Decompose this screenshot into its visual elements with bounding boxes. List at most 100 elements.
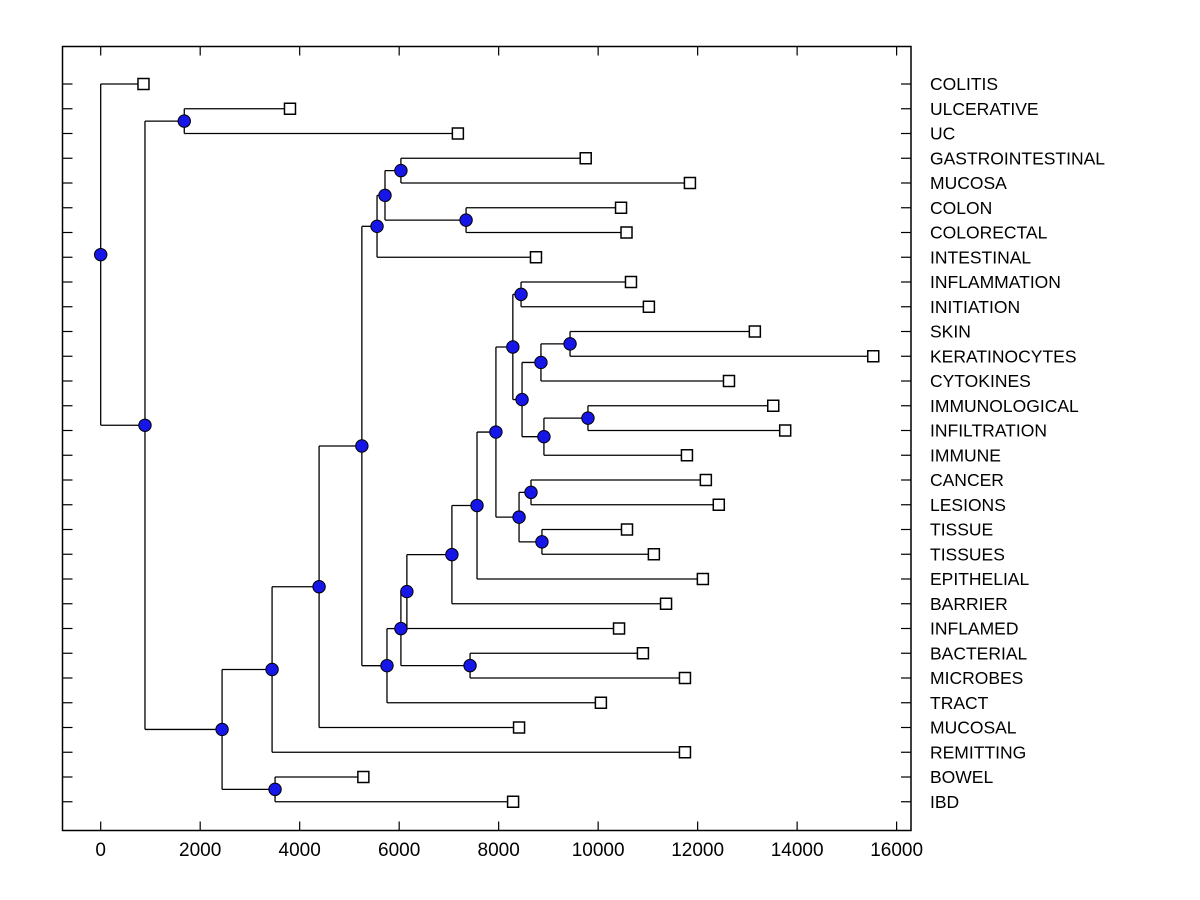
branch-node-dot (268, 782, 282, 797)
leaf-marker (620, 226, 633, 239)
leaf-label: ULCERATIVE (930, 99, 1039, 119)
leaf-marker (778, 424, 792, 437)
leaf-marker (767, 399, 780, 412)
branch-node-dot (515, 392, 529, 407)
x-tick-label: 4000 (279, 840, 321, 861)
leaf-label: CYTOKINES (930, 371, 1031, 391)
leaf-marker (712, 498, 726, 511)
x-tick-label: 6000 (378, 840, 420, 861)
leaf-marker (512, 721, 526, 734)
leaf-marker (696, 572, 710, 586)
branch-node-dot (370, 219, 384, 234)
leaf-label: MUCOSA (930, 173, 1007, 193)
leaf-marker (659, 597, 673, 610)
branch-node-dot (506, 340, 520, 354)
axes-box (61, 45, 912, 832)
branch-node-dot (514, 287, 528, 302)
branch-node-dot (94, 247, 108, 262)
leaf-marker (866, 350, 880, 363)
leaf-marker (642, 300, 656, 313)
leaf-label: BARRIER (930, 594, 1008, 614)
branch-node-dot (524, 485, 538, 500)
branch-node-dot (445, 547, 459, 562)
branch-node-dot (512, 510, 526, 524)
x-tick-label: 2000 (179, 840, 221, 861)
leaf-label: EPITHELIAL (930, 569, 1029, 589)
branch-node-dot (534, 355, 548, 370)
leaf-label: TISSUES (930, 544, 1005, 564)
leaf-marker (748, 325, 762, 338)
leaf-label: MUCOSAL (930, 718, 1017, 738)
leaf-label: INFLAMMATION (930, 272, 1061, 292)
branch-node-dot (394, 163, 408, 178)
x-tick-label: 16000 (870, 840, 923, 861)
branch-node-dot (581, 411, 595, 425)
leaf-marker (624, 275, 638, 289)
leaf-marker (357, 770, 370, 784)
branch-node-dot (177, 114, 191, 128)
branch-node-dot (470, 498, 484, 513)
leaf-marker (699, 473, 713, 487)
leaf-marker (647, 548, 661, 561)
branch-node-dot (378, 188, 392, 203)
branch-node-dot (563, 337, 577, 351)
branch-node-dot (265, 662, 279, 677)
leaf-marker (451, 127, 465, 140)
leaf-marker (283, 102, 297, 115)
branch-node-dot (380, 658, 394, 673)
leaf-label: IBD (930, 792, 959, 812)
leaf-marker (612, 622, 626, 635)
leaf-label: GASTROINTESTINAL (930, 148, 1105, 168)
leaf-label: MICROBES (930, 668, 1023, 688)
leaf-marker (529, 251, 543, 264)
x-tick-label: 12000 (671, 840, 724, 861)
branch-node-dot (463, 658, 477, 673)
leaf-marker (137, 77, 150, 91)
branch-node-dot (355, 439, 369, 453)
leaf-marker (722, 374, 736, 388)
x-tick-label: 10000 (572, 840, 625, 861)
leaf-marker (614, 201, 628, 214)
leaf-label: INFILTRATION (930, 421, 1047, 441)
leaf-label: INTESTINAL (930, 247, 1031, 267)
leaf-label: IMMUNE (930, 445, 1001, 465)
leaf-label: COLITIS (930, 74, 998, 94)
x-tick-label: 14000 (771, 840, 824, 861)
branch-node-dot (312, 580, 326, 594)
leaf-label: BACTERIAL (930, 643, 1028, 663)
leaf-label: KERATINOCYTES (930, 346, 1077, 366)
leaf-label: COLORECTAL (930, 223, 1048, 243)
x-tick-label: 8000 (478, 840, 520, 861)
leaf-label: REMITTING (930, 742, 1026, 762)
leaf-label: INITIATION (930, 297, 1020, 317)
branch-node-dot (535, 535, 549, 549)
branch-node-dot (400, 584, 414, 599)
leaf-marker (594, 696, 608, 709)
leaf-label: LESIONS (930, 495, 1006, 515)
branch-node-dot (215, 722, 229, 737)
leaf-marker (579, 152, 592, 165)
leaf-marker (678, 746, 692, 759)
leaf-marker (678, 671, 692, 685)
leaf-marker (506, 795, 520, 808)
branch-node-dot (459, 213, 473, 227)
leaf-label: IMMUNOLOGICAL (930, 396, 1079, 416)
leaf-marker (620, 523, 634, 536)
leaf-label: COLON (930, 198, 992, 218)
leaf-label: UC (930, 124, 955, 144)
leaf-label: INFLAMED (930, 619, 1018, 639)
leaf-label: SKIN (930, 322, 971, 342)
leaf-label: BOWEL (930, 767, 993, 787)
branch-node-dot (394, 621, 408, 636)
leaf-label: TISSUE (930, 520, 993, 540)
leaf-label: TRACT (930, 693, 989, 713)
leaf-marker (680, 449, 694, 462)
branch-node-dot (138, 418, 152, 432)
x-tick-label: 0 (95, 840, 106, 861)
leaf-marker (683, 176, 697, 190)
branch-node-dot (537, 429, 551, 444)
leaf-marker (636, 647, 650, 660)
